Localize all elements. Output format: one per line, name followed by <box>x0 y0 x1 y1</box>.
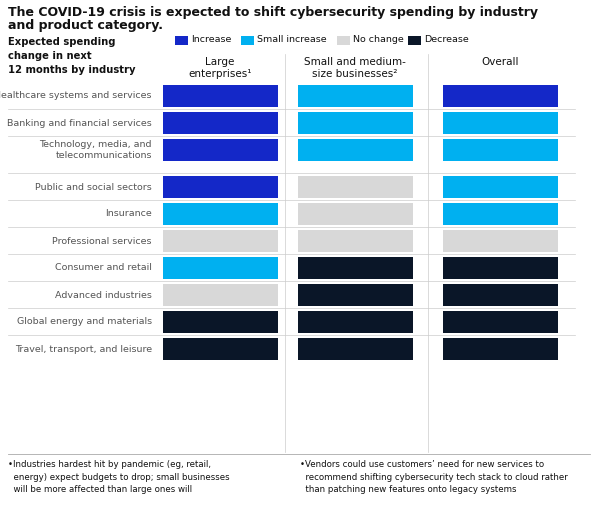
Bar <box>163 112 277 134</box>
Bar <box>298 284 413 306</box>
Text: Insurance: Insurance <box>105 209 152 218</box>
Bar <box>443 85 557 107</box>
Bar <box>408 36 421 45</box>
Bar <box>298 176 413 198</box>
Text: Banking and financial services: Banking and financial services <box>7 119 152 128</box>
Bar <box>443 112 557 134</box>
Text: Consumer and retail: Consumer and retail <box>55 263 152 272</box>
Text: •Vendors could use customers’ need for new services to
  recommend shifting cybe: •Vendors could use customers’ need for n… <box>300 460 568 494</box>
Bar <box>298 112 413 134</box>
Text: Public and social sectors: Public and social sectors <box>35 182 152 191</box>
Text: Travel, transport, and leisure: Travel, transport, and leisure <box>15 344 152 354</box>
Bar <box>298 85 413 107</box>
Text: Small and medium-
size businesses²: Small and medium- size businesses² <box>304 57 406 78</box>
Bar <box>298 257 413 279</box>
Bar <box>298 338 413 360</box>
Text: and product category.: and product category. <box>8 19 163 32</box>
Text: Global energy and materials: Global energy and materials <box>17 317 152 326</box>
Bar <box>337 36 350 45</box>
Bar <box>443 139 557 161</box>
Text: Increase: Increase <box>191 36 232 45</box>
Text: No change: No change <box>353 36 404 45</box>
Bar <box>443 176 557 198</box>
Bar <box>298 203 413 225</box>
Bar <box>163 85 277 107</box>
Bar <box>443 311 557 333</box>
Text: •Industries hardest hit by pandemic (eg, retail,
  energy) expect budgets to dro: •Industries hardest hit by pandemic (eg,… <box>8 460 230 494</box>
Bar <box>443 338 557 360</box>
Bar <box>163 338 277 360</box>
Bar <box>443 203 557 225</box>
Text: The COVID-19 crisis is expected to shift cybersecurity spending by industry: The COVID-19 crisis is expected to shift… <box>8 6 538 19</box>
Text: Healthcare systems and services: Healthcare systems and services <box>0 92 152 101</box>
Bar <box>163 230 277 252</box>
Bar <box>163 257 277 279</box>
Bar <box>163 311 277 333</box>
Bar <box>163 139 277 161</box>
Text: Decrease: Decrease <box>424 36 469 45</box>
Bar <box>163 203 277 225</box>
Bar <box>163 284 277 306</box>
Bar <box>241 36 254 45</box>
Bar <box>298 230 413 252</box>
Text: Overall: Overall <box>481 57 519 67</box>
Bar <box>163 176 277 198</box>
Text: Expected spending
change in next
12 months by industry: Expected spending change in next 12 mont… <box>8 37 136 75</box>
Text: Technology, media, and
telecommunications: Technology, media, and telecommunication… <box>40 140 152 160</box>
Bar <box>443 230 557 252</box>
Bar <box>443 257 557 279</box>
Bar <box>443 284 557 306</box>
Text: Advanced industries: Advanced industries <box>55 290 152 299</box>
Bar <box>298 311 413 333</box>
Text: Large
enterprises¹: Large enterprises¹ <box>188 57 252 78</box>
Bar <box>175 36 188 45</box>
Text: Professional services: Professional services <box>53 236 152 245</box>
Bar <box>298 139 413 161</box>
Text: Small increase: Small increase <box>257 36 326 45</box>
